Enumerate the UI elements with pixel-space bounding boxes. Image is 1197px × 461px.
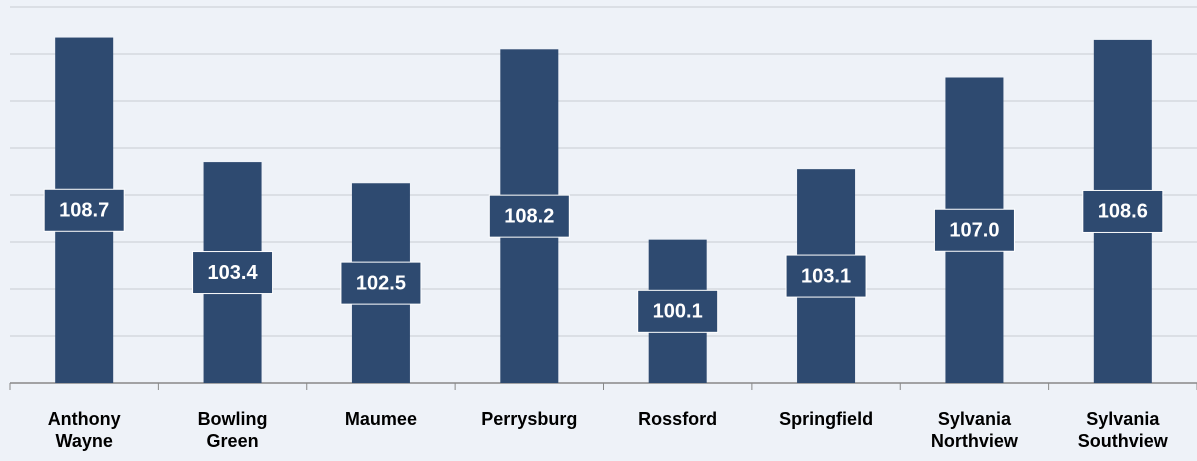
value-label-box <box>1082 189 1164 233</box>
value-label-box <box>488 194 570 238</box>
x-tick-label: Rossford <box>638 409 718 429</box>
value-label: 108.7 <box>59 200 109 222</box>
x-tick-label-box: Anthony Wayne <box>10 408 158 452</box>
value-label: 102.5 <box>356 272 406 294</box>
value-label: 108.2 <box>504 205 554 227</box>
x-tick-label-box: Sylvania Northview <box>900 408 1048 452</box>
value-label-box <box>192 251 274 295</box>
value-label-box <box>637 289 719 333</box>
x-tick-label-box: Sylvania Southview <box>1049 408 1197 452</box>
value-label: 103.4 <box>208 262 259 284</box>
x-tick-label: Maumee <box>344 409 417 429</box>
x-tick-label: Sylvania Southview <box>1077 409 1168 451</box>
value-label: 103.1 <box>801 265 851 287</box>
x-tick-label: Perrysburg <box>481 409 578 429</box>
x-tick-label: Sylvania Northview <box>930 409 1018 451</box>
x-tick-label-box: Springfield <box>752 408 900 430</box>
x-tick-label-box: Rossford <box>604 408 752 430</box>
x-tick-label-box: Maumee <box>307 408 455 430</box>
x-tick-label: Bowling Green <box>197 409 268 451</box>
value-label: 108.6 <box>1098 201 1148 223</box>
value-label-box <box>43 188 125 232</box>
x-tick-label-box: Bowling Green <box>159 408 307 452</box>
x-tick-label-box: Perrysburg <box>455 408 603 430</box>
x-tick-label: Anthony Wayne <box>47 409 121 451</box>
x-tick-label: Springfield <box>779 409 874 429</box>
value-label-box <box>785 254 867 298</box>
value-label-box <box>933 208 1015 252</box>
value-label: 107.0 <box>949 220 999 242</box>
value-label-box <box>340 261 422 305</box>
value-label: 100.1 <box>653 301 703 323</box>
